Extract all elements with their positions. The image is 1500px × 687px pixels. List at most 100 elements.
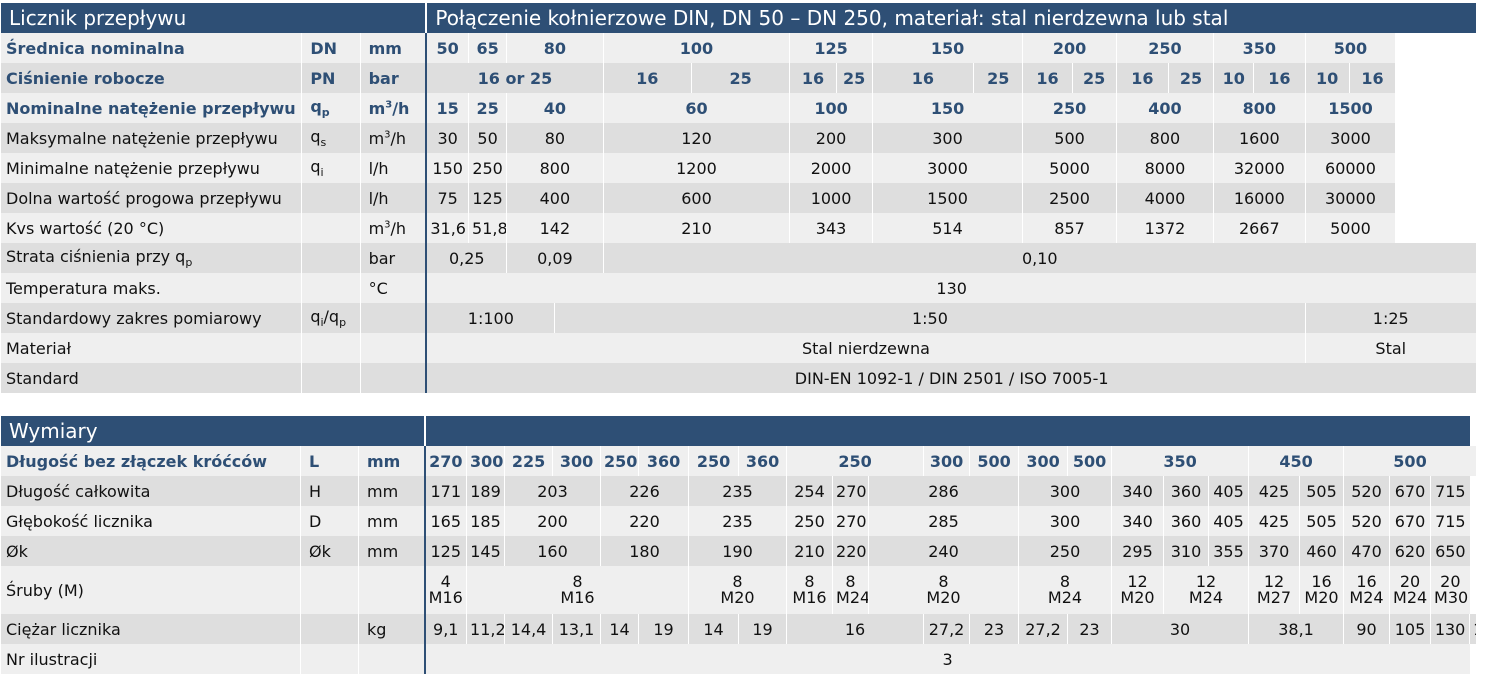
value-cell: 1600: [1213, 123, 1306, 153]
cell-text: Stal: [1375, 338, 1407, 358]
cell-text: 90: [1356, 619, 1377, 639]
cell-text: Temperatura maks.: [6, 278, 161, 298]
cell-text: 75: [437, 188, 458, 208]
cell-text: Standard: [6, 368, 79, 388]
symbol-cell: D: [300, 506, 359, 536]
value-cell: 715: [1430, 476, 1470, 506]
cell-text: 715: [1435, 481, 1466, 501]
unit-cell: mm: [357, 506, 426, 536]
cell-text: 340: [1122, 511, 1153, 531]
value-cell: 340: [1111, 506, 1164, 536]
cell-text: 400: [1148, 98, 1182, 118]
cell-text: 235: [722, 511, 753, 531]
value-cell: 235: [688, 506, 787, 536]
value-cell: 203: [504, 476, 601, 506]
value-cell: 145: [466, 536, 505, 566]
bolt-size: M20: [720, 588, 755, 607]
cell-text: Długość bez złączek króćców: [6, 451, 267, 471]
cell-text: Øk: [6, 541, 28, 561]
value-cell: 105: [1389, 614, 1431, 644]
cell-text: m: [368, 98, 386, 118]
value-cell: 8 M20: [688, 566, 787, 614]
value-cell: 15: [425, 93, 469, 123]
cell-text: 270: [836, 511, 867, 531]
value-cell: 500: [1022, 123, 1117, 153]
value-cell: 19: [638, 614, 689, 644]
cell-text: 8000: [1144, 158, 1186, 178]
value-cell: 185: [466, 506, 505, 536]
cell-text: 0,25: [448, 248, 485, 268]
value-cell: 240: [868, 536, 1019, 566]
cell-text: 295: [1122, 541, 1153, 561]
value-cell: 254: [786, 476, 833, 506]
cell-text: 13,1: [558, 619, 595, 639]
value-cell: 3: [424, 644, 1470, 674]
cell-text: Ciśnienie robocze: [6, 68, 165, 88]
value-cell: 12 M27: [1248, 566, 1300, 614]
cell-text: bar: [368, 68, 399, 88]
cell-text: 355: [1213, 541, 1244, 561]
cell-text: Standardowy zakres pomiarowy: [6, 308, 262, 328]
cell-text: 16: [844, 619, 866, 639]
cell-text: 40: [543, 98, 566, 118]
value-cell: 125: [424, 536, 467, 566]
row-label: Głębokość licznika: [0, 506, 301, 536]
symbol-cell: L: [300, 446, 359, 476]
cell-text: 25: [729, 68, 752, 88]
value-cell: 200: [789, 123, 873, 153]
cell-text: 142: [539, 218, 571, 238]
row-label: Nominalne natężenie przepływu: [0, 93, 302, 123]
bolt-size: M16: [428, 588, 463, 607]
value-cell: 16 M24: [1343, 566, 1390, 614]
value-cell: 19: [738, 614, 787, 644]
value-cell: 27,2: [1018, 614, 1068, 644]
cell-text: 670: [1394, 511, 1426, 531]
value-cell: 12 M24: [1163, 566, 1249, 614]
subscript: p: [185, 256, 193, 270]
table1-row-strata: Strata ciśnienia przy qp bar 0,25 0,09 0,10: [0, 243, 1476, 273]
value-cell: 340: [1111, 476, 1164, 506]
symbol-cell: PN: [301, 63, 361, 93]
value-cell: 1372: [1115, 213, 1214, 243]
cell-text: 203: [537, 481, 568, 501]
row-label: Śruby (M): [0, 566, 301, 614]
cell-text: 514: [932, 218, 963, 238]
cell-text: 3: [942, 649, 953, 669]
cell-text: q: [310, 156, 321, 176]
cell-text: 500: [1393, 451, 1427, 471]
cell-text: 500: [977, 451, 1011, 471]
cell-text: 27,2: [1025, 619, 1061, 639]
cell-text: 1:100: [467, 308, 514, 328]
cell-text: 16000: [1233, 188, 1285, 208]
cell-text: 65: [476, 38, 499, 58]
cell-text: mm: [367, 511, 399, 531]
value-cell: 210: [786, 536, 833, 566]
row-label: Temperatura maks.: [0, 273, 302, 303]
cell-text: 25: [476, 98, 499, 118]
row-label: Standardowy zakres pomiarowy: [0, 303, 302, 333]
cell-text: H: [309, 481, 322, 501]
cell-text: 180: [629, 541, 660, 561]
bolt-size: M30: [1434, 588, 1469, 607]
cell-text: 250: [1148, 38, 1182, 58]
cell-text: q: [310, 126, 321, 146]
cell-text: q: [310, 96, 322, 116]
cell-text: 23: [983, 619, 1005, 639]
flow-meter-subtitle: Połączenie kołnierzowe DIN, DN 50 – DN 2…: [425, 3, 1476, 33]
value-cell: 20 M24: [1389, 566, 1431, 614]
cell-text: Nr ilustracji: [6, 649, 98, 669]
table1-row-cisnienie: Ciśnienie robocze PN bar 16 or 25 16 25 16 25 16…: [0, 63, 1477, 93]
cell-text: 200: [537, 511, 568, 531]
value-cell: 220: [832, 536, 869, 566]
value-cell: 80: [506, 123, 604, 153]
value-cell: 16: [1348, 63, 1396, 93]
cell-text: 25: [1083, 68, 1106, 88]
value-cell: 16 M20: [1299, 566, 1344, 614]
cell-text: 1:25: [1372, 308, 1409, 328]
symbol-cell: DN: [301, 33, 361, 63]
value-cell: 25: [1167, 63, 1214, 93]
dimensions-title: Wymiary: [0, 416, 426, 446]
value-cell: 226: [600, 476, 689, 506]
